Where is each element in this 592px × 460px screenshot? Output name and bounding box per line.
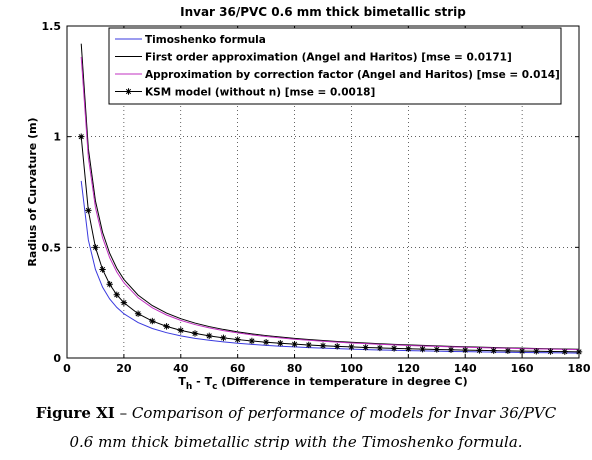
series-point-3 <box>305 341 312 349</box>
x-tick-label: 140 <box>454 362 477 375</box>
x-axis-label-sub-h: h <box>186 382 192 392</box>
series-point-3 <box>376 344 384 352</box>
legend-marker-3 <box>125 88 132 95</box>
y-tick-label: 1 <box>53 131 61 144</box>
x-tick-label: 0 <box>63 362 71 375</box>
y-axis-label: Radius of Curvature (m) <box>26 117 39 266</box>
series-point-3 <box>163 323 170 330</box>
y-tick-label: 0.5 <box>42 241 62 254</box>
series-point-3 <box>476 347 483 354</box>
x-tick-label: 80 <box>287 362 303 375</box>
series-point-3 <box>206 332 213 340</box>
y-tick-label: 0 <box>53 352 61 365</box>
x-tick-label: 40 <box>173 362 189 375</box>
series-layer <box>78 43 583 356</box>
caption-label: Figure XI <box>35 404 115 422</box>
legend-label-0: Timoshenko formula <box>145 34 266 46</box>
legend: Timoshenko formula First order approximat… <box>108 27 562 105</box>
y-tick-label: 1.5 <box>42 20 62 33</box>
series-point-3 <box>277 340 284 347</box>
series-point-3 <box>248 337 256 345</box>
series-point-3 <box>348 343 355 351</box>
series-point-3 <box>191 330 199 337</box>
series-point-3 <box>85 207 92 214</box>
series-point-3 <box>99 266 106 273</box>
series-point-3 <box>334 343 341 350</box>
x-axis-label-rest: (Difference in temperature in degree C) <box>217 375 467 388</box>
series-point-3 <box>447 346 455 354</box>
x-tick-label: 20 <box>116 362 132 375</box>
x-tick-label: 180 <box>568 362 591 375</box>
x-axis-label-sub-c: c <box>212 382 217 392</box>
series-line-2 <box>80 56 580 351</box>
legend-label-2: Approximation by correction factor (Ange… <box>145 69 560 81</box>
series-point-3 <box>433 346 440 353</box>
caption-line-1: Figure XI – Comparison of performance of… <box>0 404 592 422</box>
series-point-3 <box>291 340 298 348</box>
series-point-3 <box>390 345 398 352</box>
series-point-3 <box>234 336 241 343</box>
legend-box <box>108 27 562 105</box>
chart-figure: Invar 36/PVC 0.6 mm thick bimetallic str… <box>26 5 591 392</box>
series-point-3 <box>405 345 412 352</box>
series-point-3 <box>134 310 142 317</box>
x-axis-label-mid: - T <box>192 375 212 388</box>
series-point-3 <box>113 291 120 298</box>
series-point-3 <box>462 346 469 354</box>
series-point-3 <box>561 348 568 355</box>
axis-ticks: 0 20 40 60 80 100 120 140 160 180 0 0.5 1 1.5 <box>42 20 591 375</box>
x-axis-label: Th - Tc (Difference in temperature in de… <box>178 375 467 392</box>
series-point-3 <box>78 133 85 140</box>
series-point-3 <box>319 342 327 349</box>
series-point-3 <box>419 345 426 353</box>
series-2 <box>80 56 580 351</box>
series-point-3 <box>547 348 554 355</box>
chart-svg: Invar 36/PVC 0.6 mm thick bimetallic str… <box>26 5 591 392</box>
series-3 <box>78 133 583 356</box>
series-point-3 <box>177 327 184 334</box>
series-point-3 <box>149 317 156 325</box>
series-point-3 <box>504 347 512 355</box>
caption-line-2: 0.6 mm thick bimetallic strip with the T… <box>69 433 523 451</box>
plot-frame <box>66 25 580 359</box>
x-tick-label: 100 <box>340 362 363 375</box>
caption-text-1: Comparison of performance of models for … <box>131 404 557 422</box>
series-point-3 <box>220 334 227 342</box>
series-point-3 <box>106 281 113 288</box>
series-point-3 <box>92 244 99 251</box>
x-tick-label: 60 <box>230 362 246 375</box>
series-point-3 <box>120 299 128 306</box>
x-tick-label: 160 <box>511 362 534 375</box>
series-point-3 <box>362 344 369 351</box>
x-tick-label: 120 <box>397 362 420 375</box>
series-point-3 <box>490 347 497 354</box>
caption-dash: – <box>114 404 132 422</box>
series-point-3 <box>262 338 270 346</box>
legend-label-1: First order approximation (Angel and Har… <box>145 52 512 64</box>
chart-title: Invar 36/PVC 0.6 mm thick bimetallic str… <box>180 5 466 19</box>
legend-label-3: KSM model (without n) [mse = 0.0018] <box>145 87 375 99</box>
series-point-3 <box>518 347 526 355</box>
series-point-3 <box>533 348 540 355</box>
x-axis-label-t: T <box>178 375 186 388</box>
